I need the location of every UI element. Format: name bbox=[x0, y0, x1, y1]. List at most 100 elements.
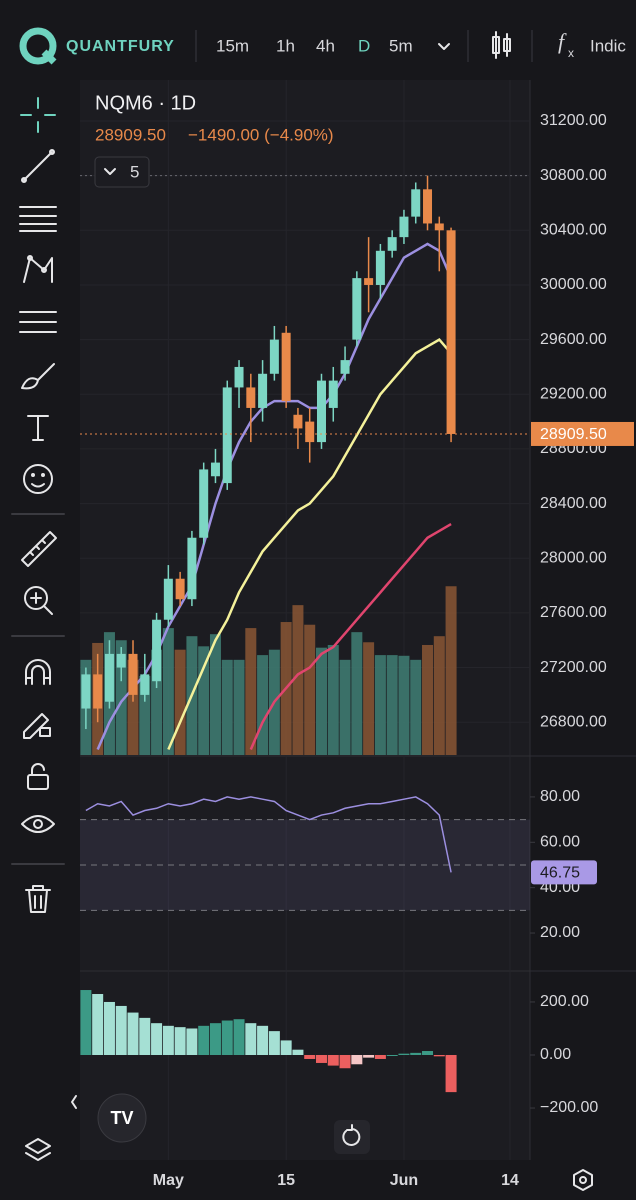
macd-bar bbox=[139, 1017, 151, 1055]
macd-bar bbox=[103, 1001, 115, 1055]
top-bar: QUANTFURY f x Indic bbox=[19, 27, 626, 65]
crosshair-tool[interactable] bbox=[20, 97, 56, 133]
volume-bar bbox=[127, 659, 139, 755]
interval-button[interactable]: 4h bbox=[316, 36, 335, 55]
ruler-tool[interactable] bbox=[21, 531, 57, 567]
collapsed-count[interactable]: 5 bbox=[130, 162, 139, 181]
candle-body bbox=[152, 619, 162, 682]
volume-bar bbox=[209, 634, 221, 755]
candle-body bbox=[104, 653, 114, 702]
volume-bar bbox=[433, 636, 445, 755]
macd-bar bbox=[221, 1020, 233, 1055]
layers-button[interactable] bbox=[25, 1138, 51, 1161]
chart-area bbox=[80, 80, 530, 1160]
macd-bar bbox=[257, 1025, 269, 1055]
rsi-value-label: 46.75 bbox=[540, 865, 580, 882]
macd-bar bbox=[127, 1012, 139, 1055]
left-toolbar bbox=[11, 97, 65, 913]
expand-toolbar[interactable] bbox=[71, 1095, 77, 1109]
candle-body bbox=[281, 332, 291, 402]
interval-button[interactable]: 1h bbox=[276, 36, 295, 55]
macd-bar bbox=[151, 1023, 163, 1055]
volume-bar bbox=[410, 659, 422, 755]
delete-tool[interactable] bbox=[25, 885, 51, 913]
collapse-button[interactable] bbox=[94, 156, 150, 188]
magnet-tool[interactable] bbox=[25, 659, 51, 685]
pattern-tool[interactable] bbox=[23, 255, 53, 283]
y-tick-label: 27200.00 bbox=[540, 659, 607, 676]
reset-icon[interactable] bbox=[342, 1124, 361, 1146]
macd-bar bbox=[398, 1053, 410, 1055]
zoom-tool[interactable] bbox=[24, 586, 53, 615]
prediction-tool[interactable] bbox=[19, 311, 57, 333]
tradingview-logo[interactable] bbox=[97, 1093, 147, 1143]
volume-bar bbox=[245, 628, 257, 755]
candle-body bbox=[222, 387, 232, 484]
candle-body bbox=[387, 237, 397, 251]
macd-bar bbox=[162, 1025, 174, 1055]
tradingview-logo-mark[interactable]: TV bbox=[110, 1108, 133, 1128]
volume-bar bbox=[233, 659, 245, 755]
macd-bar bbox=[245, 1023, 257, 1055]
volume-bar bbox=[422, 644, 434, 755]
collapse-chevron[interactable] bbox=[104, 168, 116, 175]
lock-drawing-tool[interactable] bbox=[23, 713, 51, 739]
moving-average-line bbox=[249, 522, 452, 751]
last-price-box bbox=[531, 421, 634, 446]
candle-body bbox=[375, 250, 385, 285]
candle-body bbox=[93, 674, 103, 709]
candle-body bbox=[140, 674, 150, 695]
macd-bar bbox=[233, 1019, 245, 1055]
volume-bar bbox=[115, 640, 127, 755]
candle-body bbox=[399, 216, 409, 238]
visibility-tool[interactable] bbox=[21, 815, 55, 833]
fx-icon[interactable]: f bbox=[558, 29, 567, 54]
settings-button[interactable] bbox=[573, 1169, 593, 1191]
volume-bar bbox=[174, 649, 186, 755]
volume-bar bbox=[398, 655, 410, 755]
candle-body bbox=[328, 380, 338, 408]
interval-dropdown[interactable] bbox=[438, 43, 450, 50]
x-tick-label: 15 bbox=[277, 1172, 295, 1189]
macd-bar bbox=[374, 1054, 386, 1059]
interval-button[interactable]: D bbox=[358, 36, 370, 55]
text-tool[interactable] bbox=[27, 415, 49, 441]
emoji-tool[interactable] bbox=[23, 464, 53, 494]
brush-tool[interactable] bbox=[21, 363, 55, 390]
y-tick-label: 29600.00 bbox=[540, 331, 607, 348]
trend-line-tool[interactable] bbox=[21, 149, 55, 183]
macd-bar bbox=[198, 1025, 210, 1055]
candle-body bbox=[163, 578, 173, 620]
candle-body bbox=[446, 230, 456, 434]
macd-bar bbox=[292, 1049, 304, 1055]
rsi-line bbox=[85, 796, 452, 873]
candle-body bbox=[175, 578, 185, 600]
interval-button[interactable]: 15m bbox=[216, 36, 249, 55]
logo-tail bbox=[41, 49, 57, 65]
logo bbox=[19, 27, 57, 65]
indicators-button[interactable]: Indic bbox=[590, 36, 626, 55]
y-tick-label: 29200.00 bbox=[540, 385, 607, 402]
macd-bar bbox=[339, 1054, 351, 1069]
volume-bar bbox=[221, 659, 233, 755]
volume-bar bbox=[351, 632, 363, 755]
candle-body bbox=[81, 674, 91, 709]
y-tick-label: 28000.00 bbox=[540, 549, 607, 566]
rsi-tick-label: 20.00 bbox=[540, 924, 580, 941]
candle-body bbox=[434, 223, 444, 231]
fib-tool[interactable] bbox=[19, 206, 57, 232]
candle-body bbox=[116, 653, 126, 668]
macd-bar bbox=[280, 1040, 292, 1055]
macd-bar bbox=[351, 1054, 363, 1065]
macd-bar bbox=[433, 1054, 445, 1057]
macd-bar bbox=[186, 1028, 198, 1055]
chart-type-button[interactable] bbox=[492, 31, 511, 59]
last-price: 28909.50 bbox=[95, 125, 166, 144]
macd-bar bbox=[327, 1054, 339, 1066]
fx-icon[interactable]: x bbox=[568, 46, 574, 60]
macd-bar bbox=[92, 994, 104, 1055]
reset-button[interactable] bbox=[334, 1120, 370, 1154]
interval-button[interactable]: 5m bbox=[389, 36, 413, 55]
lock-tool[interactable] bbox=[27, 763, 49, 790]
candle-body bbox=[210, 462, 220, 477]
